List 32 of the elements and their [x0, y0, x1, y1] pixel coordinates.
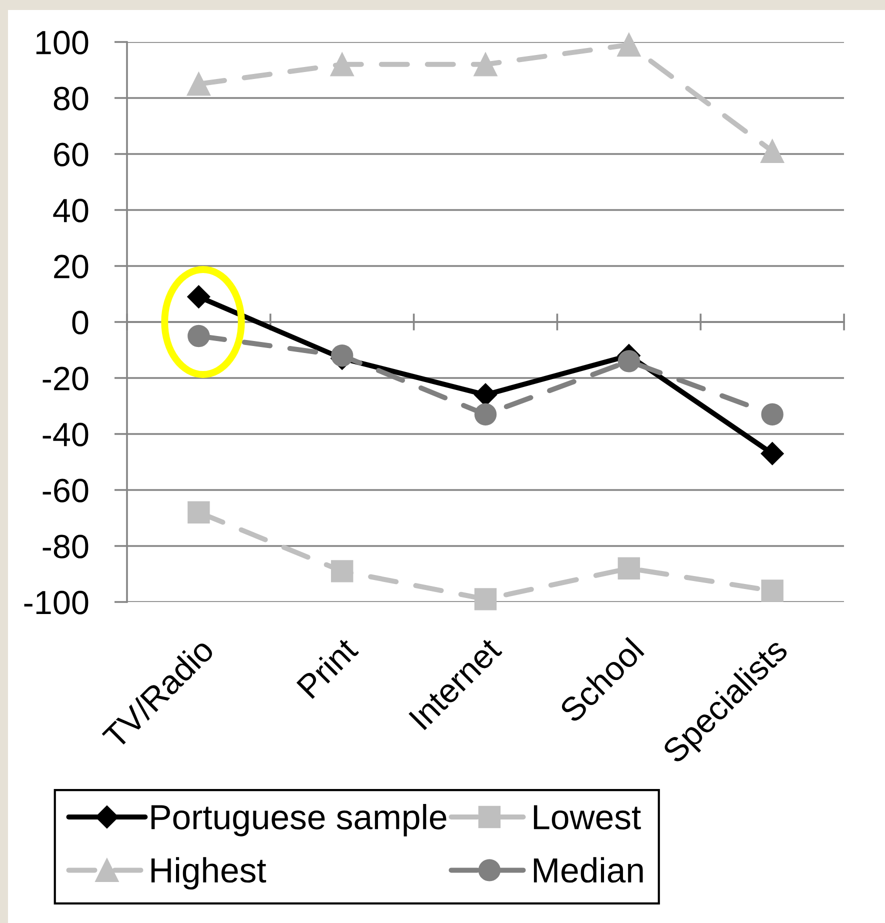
y-tick-label: -20 [42, 366, 88, 390]
point [330, 52, 354, 76]
point [187, 285, 210, 308]
point [330, 344, 354, 367]
y-tick-label: -80 [42, 534, 88, 558]
point [186, 72, 211, 96]
point [474, 52, 498, 76]
point [761, 403, 784, 426]
y-tick-label: -100 [24, 590, 88, 614]
point [760, 139, 784, 163]
legend-label: Highest [151, 857, 266, 890]
legend-label: Portuguese sample [151, 804, 446, 836]
y-tick-label: 20 [54, 254, 88, 278]
point [618, 350, 640, 372]
y-tick-label: -40 [42, 422, 88, 446]
point [474, 403, 497, 426]
point [188, 501, 210, 524]
point [330, 560, 354, 582]
legend-label: Median [534, 857, 643, 883]
point [760, 442, 784, 466]
legend-label: Lowest [534, 805, 641, 830]
y-tick-label: 60 [54, 142, 88, 166]
point [188, 324, 210, 348]
y-tick-label: -60 [42, 478, 88, 502]
y-tick-label: 0 [72, 310, 88, 334]
point [474, 588, 497, 610]
point [761, 580, 784, 602]
y-tick-label: 40 [53, 198, 88, 222]
y-tick-label: 100 [36, 30, 88, 54]
y-tick-label: 80 [54, 86, 88, 110]
point [618, 557, 640, 580]
point [617, 32, 641, 57]
